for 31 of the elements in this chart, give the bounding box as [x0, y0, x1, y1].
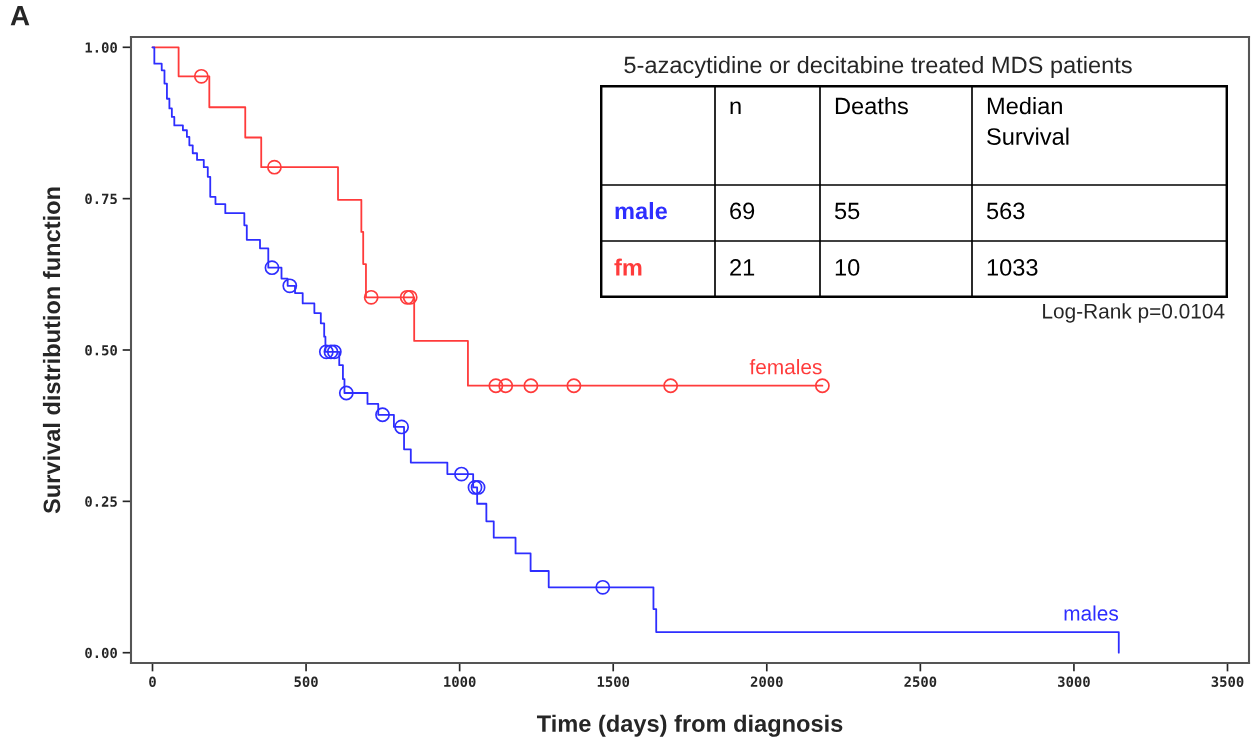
- annotation: male: [615, 202, 668, 220]
- x-axis-title: Time (days) from diagnosis: [536, 714, 843, 737]
- x-tick-label: 500: [294, 676, 318, 687]
- annotation: n: [730, 101, 741, 115]
- annotation: 1033: [987, 259, 1038, 276]
- annotation: fm: [614, 258, 642, 276]
- x-tick-label: 3000: [1058, 676, 1090, 687]
- annotation: 10: [835, 259, 860, 276]
- y-tick-label: 0.25: [85, 496, 117, 507]
- annotation: Median Survival: [987, 97, 1069, 145]
- annotation: 69: [730, 202, 755, 220]
- y-axis-title: Survival distribution function: [42, 187, 61, 514]
- annotation: 21: [730, 259, 755, 276]
- annotation: 563: [986, 202, 1025, 220]
- annotation: Deaths: [835, 97, 908, 115]
- y-tick-label: 0.50: [85, 344, 117, 356]
- x-tick-label: 0: [149, 676, 156, 687]
- y-tick-label: 0.75: [85, 193, 117, 205]
- annotation: Log-Rank p=0.0104: [1043, 303, 1225, 323]
- annotation: 55: [834, 202, 860, 220]
- y-tick-label: 0.00: [85, 647, 117, 659]
- x-tick-label: 1500: [597, 676, 630, 687]
- x-tick-label: 2500: [904, 676, 937, 687]
- annotation: 5-azacytidine or decitabine treated MDS patients: [624, 56, 1132, 78]
- x-tick-label: 1000: [444, 676, 476, 687]
- x-tick-label: 2000: [750, 676, 783, 687]
- text: A: [10, 6, 30, 26]
- series-label: males: [1064, 605, 1119, 621]
- x-tick-label: 3500: [1211, 676, 1244, 687]
- y-tick-label: 1.00: [85, 42, 117, 53]
- series-label: females: [749, 359, 822, 375]
